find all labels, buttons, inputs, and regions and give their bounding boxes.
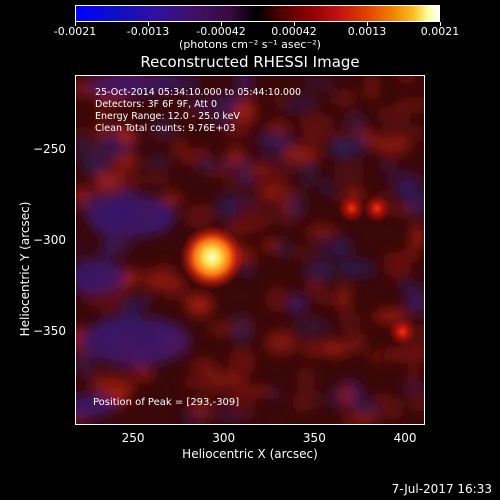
info-line-time: 25-Oct-2014 05:34:10.000 to 05:44:10.000: [95, 87, 302, 98]
plot-area: [75, 75, 425, 425]
info-line-counts: Clean Total counts: 9.76E+03: [95, 123, 236, 134]
x-tick-label: 400: [393, 431, 417, 445]
colorbar-tick-mark: [367, 22, 368, 26]
peak-position-label: Position of Peak = [293,-309]: [93, 397, 240, 408]
colorbar-tick-mark: [221, 22, 222, 26]
secondary-source: [337, 194, 366, 223]
info-line-energy: Energy Range: 12.0 - 25.0 keV: [95, 111, 240, 122]
colorbar-tick-label: -0.0021: [53, 25, 97, 38]
colorbar-tick-mark: [75, 22, 76, 26]
secondary-source: [363, 194, 392, 223]
secondary-source: [388, 317, 417, 346]
colorbar-tick-label: 0.00042: [271, 25, 317, 38]
x-axis-label: Heliocentric X (arcsec): [182, 447, 318, 461]
y-axis-label: Heliocentric Y (arcsec): [18, 201, 32, 337]
x-tick-label: 300: [212, 431, 236, 445]
y-tick-label: −300: [33, 233, 66, 248]
colorbar-tick-label: 0.0021: [420, 25, 460, 38]
colorbar-tick-mark: [294, 22, 295, 26]
x-tick-label: 250: [121, 431, 145, 445]
colorbar: [75, 5, 440, 22]
y-tick-label: −350: [33, 323, 66, 338]
colorbar-tick-label: 0.0013: [347, 25, 387, 38]
colorbar-tick-label: -0.0013: [126, 25, 170, 38]
colorbar-tick-label: -0.00042: [196, 25, 246, 38]
heatmap-image: [76, 76, 424, 424]
info-line-detectors: Detectors: 3F 6F 9F, Att 0: [95, 99, 218, 110]
timestamp: 7-Jul-2017 16:33: [391, 482, 492, 496]
colorbar-tick-mark: [148, 22, 149, 26]
chart-title: Reconstructed RHESSI Image: [140, 53, 360, 71]
y-tick-label: −250: [33, 142, 66, 157]
x-tick-label: 350: [302, 431, 326, 445]
peak-source: [180, 225, 245, 290]
colorbar-unit-label: (photons cm⁻² s⁻¹ asec⁻²): [179, 38, 321, 51]
colorbar-tick-mark: [440, 22, 441, 26]
